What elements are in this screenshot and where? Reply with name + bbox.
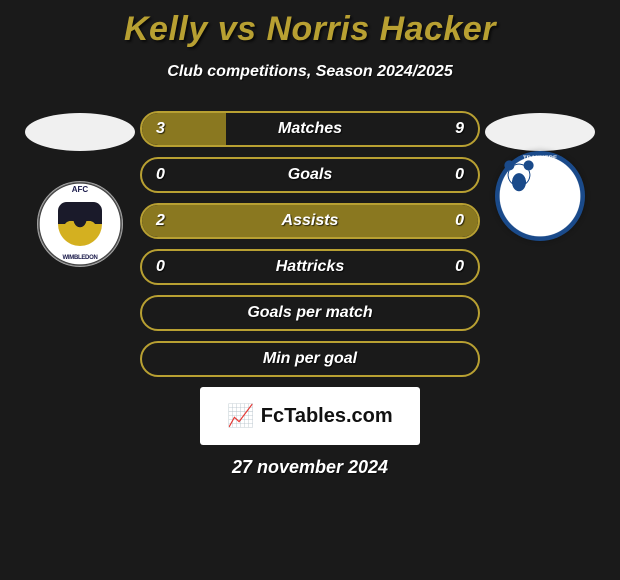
- player-photo-right: [485, 113, 595, 151]
- stat-row-assists: 2 Assists 0: [140, 203, 480, 239]
- club-crest-right: [495, 151, 585, 241]
- stat-row-goals: 0 Goals 0: [140, 157, 480, 193]
- stat-label: Min per goal: [263, 350, 357, 368]
- stat-label: Hattricks: [276, 258, 344, 276]
- stat-label: Matches: [278, 120, 342, 138]
- stat-left-value: 2: [156, 212, 165, 230]
- date-label: 27 november 2024: [0, 457, 620, 478]
- stat-label: Goals per match: [247, 304, 372, 322]
- stat-row-mpg: Min per goal: [140, 341, 480, 377]
- left-side: [20, 111, 140, 267]
- subtitle: Club competitions, Season 2024/2025: [0, 63, 620, 81]
- stat-fill: [142, 113, 226, 145]
- stat-label: Assists: [282, 212, 339, 230]
- club-crest-left: [37, 181, 123, 267]
- stat-left-value: 0: [156, 258, 165, 276]
- stat-row-hattricks: 0 Hattricks 0: [140, 249, 480, 285]
- stat-row-matches: 3 Matches 9: [140, 111, 480, 147]
- stat-right-value: 9: [455, 120, 464, 138]
- lion-icon: [495, 151, 543, 199]
- stat-left-value: 0: [156, 166, 165, 184]
- stat-label: Goals: [288, 166, 332, 184]
- stat-left-value: 3: [156, 120, 165, 138]
- chart-icon: 📈: [227, 403, 254, 429]
- player-photo-left: [25, 113, 135, 151]
- watermark: 📈 FcTables.com: [200, 387, 420, 445]
- watermark-text: FcTables.com: [261, 405, 393, 428]
- right-side: [480, 111, 600, 241]
- page-title: Kelly vs Norris Hacker: [0, 0, 620, 49]
- stat-right-value: 0: [455, 212, 464, 230]
- stat-row-gpm: Goals per match: [140, 295, 480, 331]
- stats-column: 3 Matches 9 0 Goals 0 2 Assists 0 0 Hatt…: [140, 111, 480, 377]
- comparison-container: 3 Matches 9 0 Goals 0 2 Assists 0 0 Hatt…: [0, 111, 620, 377]
- stat-right-value: 0: [455, 166, 464, 184]
- stat-right-value: 0: [455, 258, 464, 276]
- eagle-icon: [58, 202, 102, 246]
